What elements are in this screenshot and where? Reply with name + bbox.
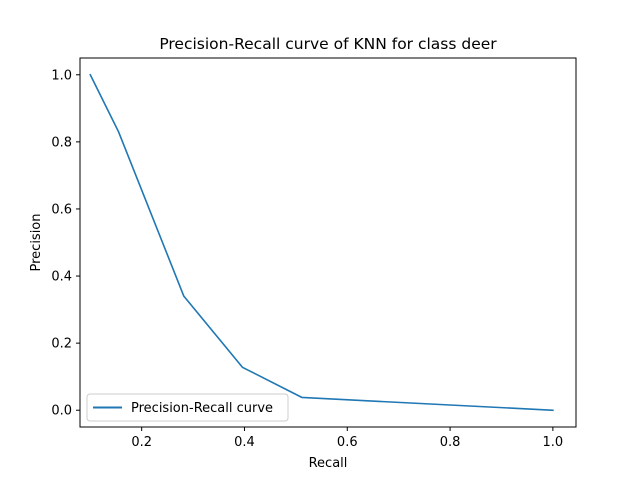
x-tick-label: 0.2 bbox=[131, 435, 152, 450]
legend-box bbox=[86, 393, 289, 422]
x-tick-label: 0.6 bbox=[337, 435, 358, 450]
y-axis-ticks: 0.0 0.2 0.4 0.6 0.8 1.0 bbox=[51, 68, 80, 419]
x-tick-label: 0.8 bbox=[440, 435, 461, 450]
y-tick-label: 1.0 bbox=[51, 68, 72, 83]
plot-area bbox=[80, 58, 576, 427]
y-axis-label: Precision bbox=[29, 213, 44, 271]
x-axis-ticks: 0.2 0.4 0.6 0.8 1.0 bbox=[131, 427, 563, 450]
series-layer bbox=[89, 73, 554, 412]
x-tick-label: 1.0 bbox=[543, 435, 564, 450]
y-tick-label: 0.8 bbox=[51, 135, 72, 150]
y-tick-label: 0.2 bbox=[51, 337, 72, 352]
chart-title: Precision-Recall curve of KNN for class … bbox=[159, 35, 497, 53]
legend-entry-label: Precision-Recall curve bbox=[131, 401, 273, 416]
series-line bbox=[89, 73, 554, 412]
y-tick-label: 0.4 bbox=[51, 270, 72, 285]
x-tick-label: 0.4 bbox=[234, 435, 255, 450]
y-tick-label: 0.0 bbox=[51, 404, 72, 419]
legend: Precision-Recall curve bbox=[86, 393, 289, 422]
y-tick-label: 0.6 bbox=[51, 202, 72, 217]
plot-frame bbox=[79, 57, 577, 428]
x-axis-label: Recall bbox=[309, 456, 348, 471]
